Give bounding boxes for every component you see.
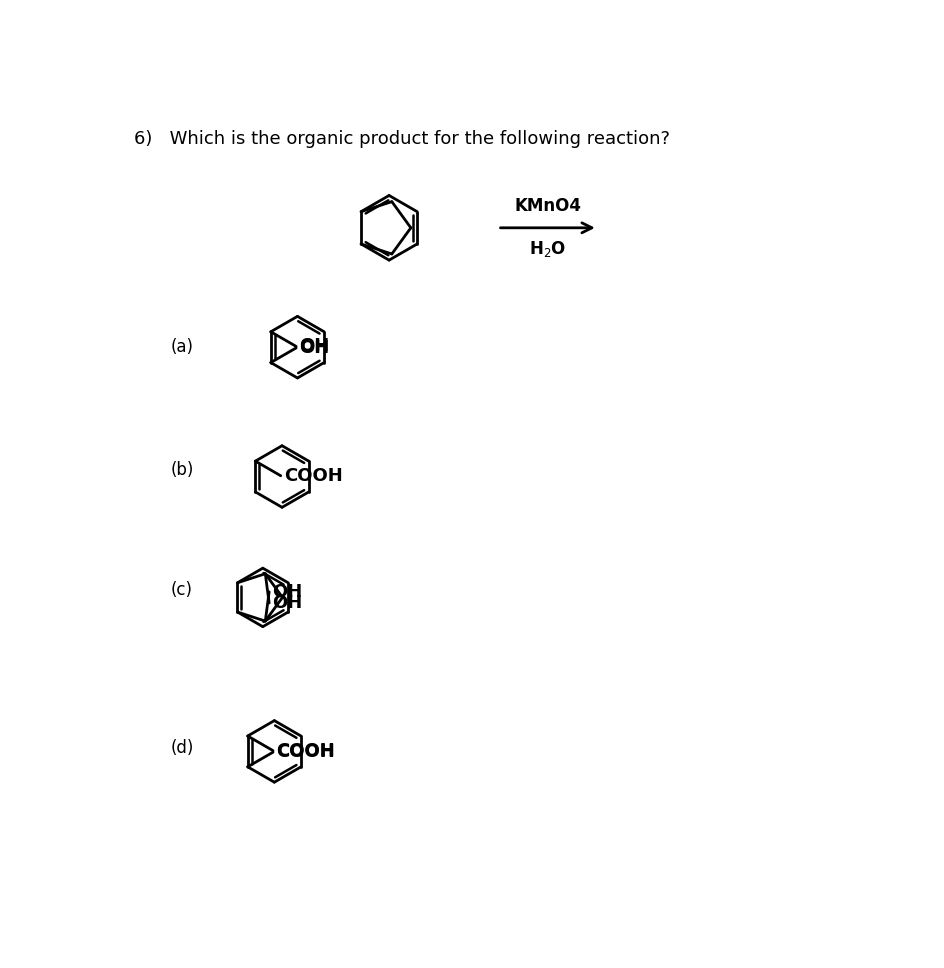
Text: OH: OH [272,594,302,612]
Text: OH: OH [299,339,329,357]
Text: (a): (a) [171,338,194,356]
Text: KMnO4: KMnO4 [514,197,582,216]
Text: COOH: COOH [276,743,335,761]
Text: COOH: COOH [284,467,343,485]
Text: H$_2$O: H$_2$O [529,238,566,258]
Text: (c): (c) [171,581,193,599]
Text: COOH: COOH [276,741,335,760]
Text: OH: OH [299,338,329,355]
Text: (b): (b) [171,462,194,479]
Text: 6)   Which is the organic product for the following reaction?: 6) Which is the organic product for the … [134,130,670,148]
Text: OH: OH [272,583,302,601]
Text: (d): (d) [171,739,194,757]
